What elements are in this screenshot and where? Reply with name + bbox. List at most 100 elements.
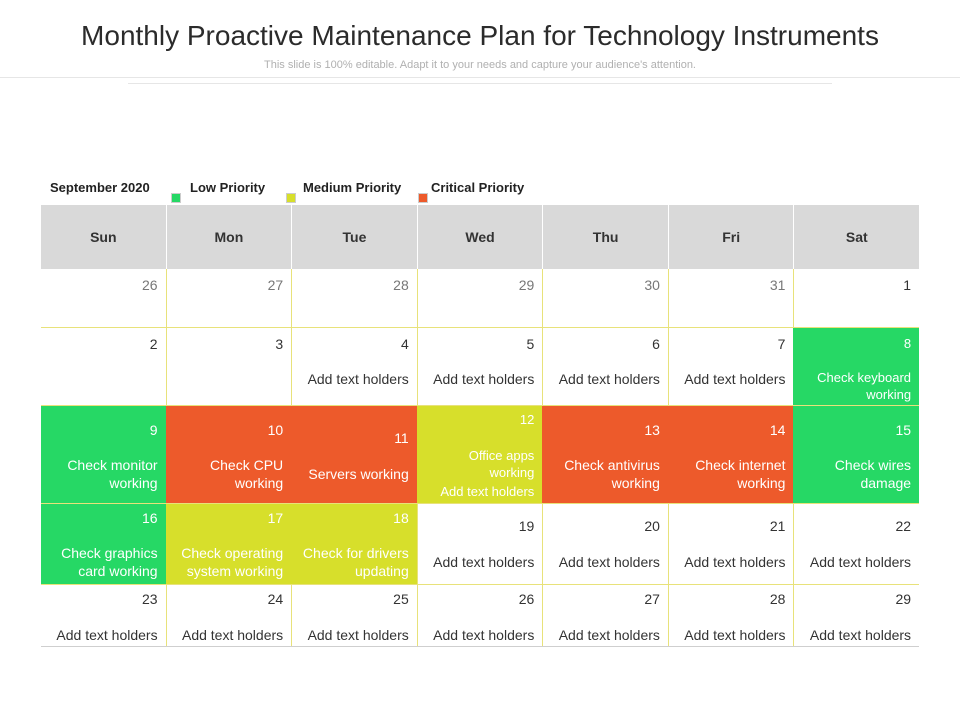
calendar-week: 2 3 4 Add text holders 5 Add text holders … (41, 328, 920, 406)
calendar-day-cell: 26 Add text holders (416, 585, 543, 646)
calendar-day-cell: 24 Add text holders (165, 585, 292, 646)
calendar-day-cell-medium-priority: 17 Check operating system working (165, 504, 292, 584)
page-subtitle: This slide is 100% editable. Adapt it to… (264, 59, 696, 71)
day-number: 22 (895, 518, 912, 534)
day-number: 20 (644, 518, 660, 534)
cell-text: Add text holders (558, 554, 660, 570)
calendar-day-cell: 21 Add text holders (667, 504, 794, 584)
calendar-day-cell: 28 (291, 269, 417, 327)
calendar-day-cell: 4 Add text holders (291, 328, 417, 405)
day-header: Tue (291, 205, 417, 269)
calendar-day-cell: 27 Add text holders (542, 585, 668, 646)
calendar-day-cell-critical-priority: 13 Check antivirus working (542, 406, 668, 503)
cell-text: Check internet working (695, 457, 786, 491)
day-number: 10 (267, 422, 284, 438)
cell-text: Check wires damage (834, 457, 912, 491)
day-number: 16 (142, 510, 158, 526)
calendar-header-row: Sun Mon Tue Wed Thu Fri Sat (41, 205, 919, 269)
cell-text: Check operating system working (181, 545, 284, 579)
cell-text: Add text holders (684, 554, 786, 570)
calendar-day-cell-low-priority: 9 Check monitor working (41, 406, 166, 503)
cell-text: Check antivirus working (564, 457, 660, 491)
cell-text: Check monitor working (67, 457, 158, 491)
critical-priority-swatch (418, 193, 428, 203)
day-number: 23 (142, 591, 158, 607)
calendar-day-cell: 1 (793, 269, 919, 327)
day-number: 30 (644, 277, 660, 293)
cell-text: Add text holders (684, 371, 786, 387)
day-number: 25 (393, 591, 409, 607)
day-number: 27 (644, 591, 660, 607)
month-label: September 2020 (50, 180, 150, 195)
day-number: 26 (518, 591, 535, 607)
calendar-day-cell: 27 (165, 269, 292, 327)
calendar-day-cell-low-priority: 8 Check keyboard working (793, 328, 920, 405)
cell-text: Servers working (308, 466, 409, 482)
day-number: 21 (769, 518, 786, 534)
calendar-day-cell: 5 Add text holders (416, 328, 543, 405)
cell-text: Check for drivers updating (302, 545, 409, 579)
calendar-week: 26 27 28 29 30 31 1 (41, 269, 919, 328)
calendar-day-cell-critical-priority: 14 Check internet working (667, 406, 794, 503)
medium-priority-label: Medium Priority (303, 180, 402, 195)
cell-text: Add text holders (433, 371, 535, 387)
day-number: 12 (519, 412, 535, 427)
cell-text: Add text holders (307, 627, 409, 643)
cell-text: Add text holders (558, 371, 660, 387)
day-number: 6 (652, 336, 660, 352)
calendar-day-cell: 28 Add text holders (667, 585, 794, 646)
day-number: 3 (275, 336, 284, 352)
cell-text: Add text holders (558, 627, 660, 643)
day-number: 17 (267, 510, 284, 526)
calendar: Sun Mon Tue Wed Thu Fri Sat 26 27 28 29 … (41, 205, 920, 647)
day-number: 29 (518, 277, 535, 293)
day-number: 8 (903, 336, 912, 351)
low-priority-label: Low Priority (190, 180, 266, 195)
day-header: Thu (542, 205, 668, 269)
day-number: 26 (142, 277, 158, 293)
calendar-day-cell: 30 (542, 269, 668, 327)
day-number: 5 (526, 336, 535, 352)
day-header: Fri (667, 205, 794, 269)
day-number: 24 (267, 591, 284, 607)
cell-text: Add text holders (56, 627, 158, 643)
calendar-day-cell: 29 Add text holders (793, 585, 919, 646)
day-number: 15 (895, 422, 912, 438)
cell-text: Add text holders (181, 627, 284, 643)
cell-text: Add text holders (809, 554, 912, 570)
cell-text: Add text holders (433, 554, 535, 570)
cell-text: Add text holders (809, 627, 912, 643)
day-number: 31 (769, 277, 786, 293)
day-number: 18 (393, 510, 409, 526)
cell-text: Check graphics card working (61, 545, 158, 579)
subtitle-divider (128, 83, 832, 84)
calendar-day-cell: 26 (41, 269, 166, 327)
calendar-legend: September 2020 Low Priority Medium Prior… (41, 180, 919, 204)
calendar-day-cell-low-priority: 15 Check wires damage (793, 406, 920, 503)
day-header: Mon (165, 205, 292, 269)
calendar-day-cell: 25 Add text holders (291, 585, 417, 646)
calendar-day-cell-critical-priority: 10 Check CPU working (165, 406, 292, 503)
day-number: 2 (149, 336, 158, 352)
calendar-day-cell: 7 Add text holders (667, 328, 794, 405)
day-number: 11 (394, 430, 409, 446)
critical-priority-label: Critical Priority (431, 180, 525, 195)
cell-text: Add text holders (684, 627, 786, 643)
day-number: 28 (769, 591, 786, 607)
calendar-day-cell: 29 (416, 269, 543, 327)
cell-text: Add text holders (307, 371, 409, 387)
medium-priority-swatch (286, 193, 296, 203)
cell-text-secondary: Add text holders (440, 484, 535, 499)
calendar-week: 23 Add text holders 24 Add text holders 25… (41, 585, 919, 647)
day-number: 9 (149, 422, 158, 438)
calendar-day-cell-critical-priority: 11 Servers working (291, 406, 417, 503)
calendar-week: 16 Check graphics card working 17 Check op… (41, 504, 919, 585)
calendar-day-cell: 3 (165, 328, 292, 405)
page-title: Monthly Proactive Maintenance Plan for T… (81, 20, 879, 51)
cell-text: Check keyboard working (817, 370, 912, 402)
day-header: Sat (793, 205, 919, 269)
day-number: 1 (903, 277, 912, 293)
calendar-day-cell: 22 Add text holders (793, 504, 919, 584)
day-header: Sun (90, 229, 117, 245)
calendar-day-cell: 2 (41, 328, 166, 405)
